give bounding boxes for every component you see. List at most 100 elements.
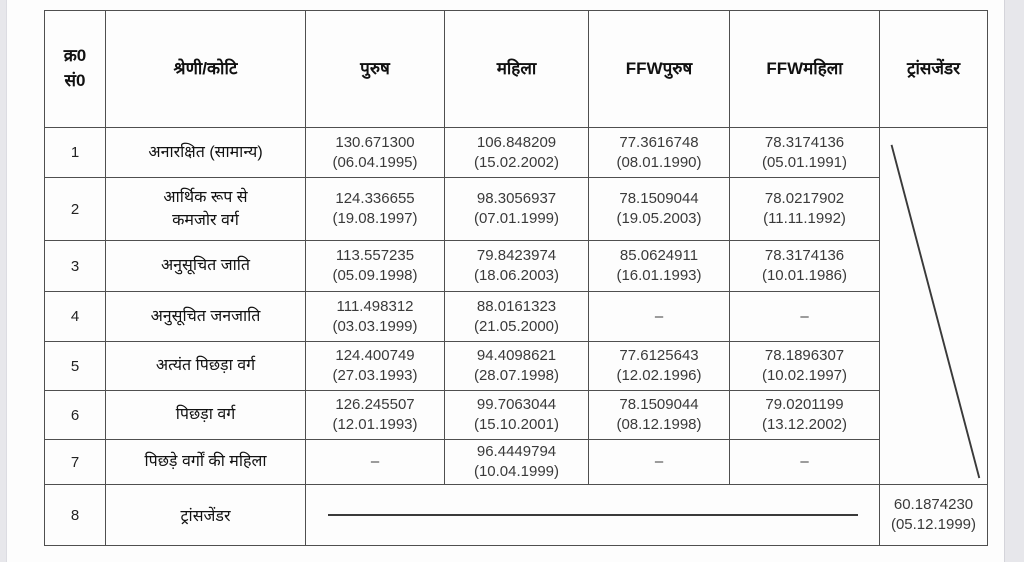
row-category: आर्थिक रूप से कमजोर वर्ग [105, 177, 306, 241]
score-cell-male: 124.336655 (19.08.1997) [305, 177, 445, 241]
score-value: 78.0217902 [764, 190, 845, 207]
score-cell-female: 106.848209 (15.02.2002) [444, 127, 589, 178]
score-value: 60.1874230 [893, 496, 974, 513]
score-value: – [800, 307, 809, 325]
score-date: (18.06.2003) [473, 267, 560, 284]
page-edge-right [1004, 0, 1024, 562]
header-row: क्र0 सं0 श्रेणी/कोटि पुरुष महिला FFWपुरु… [44, 10, 988, 128]
row-category: अनुसूचित जनजाति [105, 291, 306, 342]
score-cell-female: 96.4449794 (10.04.1999) [444, 439, 589, 485]
score-cell-male: 130.671300 (06.04.1995) [305, 127, 445, 178]
transgender-merged-cell [879, 127, 988, 485]
score-cell-ffw-male: 85.0624911 (16.01.1993) [588, 240, 730, 292]
score-value: 88.0161323 [476, 297, 557, 315]
diagonal-strike-line [890, 144, 981, 479]
score-date: (07.01.1999) [473, 210, 560, 227]
score-value: 78.3174136 [764, 247, 845, 264]
cutoff-marks-table: क्र0 सं0 श्रेणी/कोटि पुरुष महिला FFWपुरु… [44, 10, 988, 546]
category-line: पिछड़ा वर्ग [175, 406, 236, 424]
score-value: 77.3616748 [619, 133, 699, 151]
score-cell-ffw-female: 78.1896307 (10.02.1997) [729, 341, 880, 391]
score-cell-ffw-female: – [729, 439, 880, 485]
score-date: (05.01.1991) [761, 153, 848, 171]
score-date: (08.12.1998) [616, 416, 702, 433]
score-value: 78.3174136 [764, 133, 845, 151]
score-date: (11.11.1992) [763, 210, 846, 227]
score-cell-male: 124.400749 (27.03.1993) [305, 341, 445, 391]
score-date: (10.04.1999) [473, 463, 560, 480]
category-line: अनुसूचित जनजाति [150, 307, 261, 325]
score-value: 78.1509044 [619, 190, 699, 207]
score-date: (06.04.1995) [332, 153, 418, 171]
merged-strike-cell [305, 484, 880, 546]
score-date: (12.01.1993) [332, 416, 418, 433]
score-value: 113.557235 [335, 247, 415, 264]
score-value: 99.7063044 [476, 396, 557, 413]
score-cell-female: 99.7063044 (15.10.2001) [444, 390, 589, 440]
score-date: (13.12.2002) [761, 416, 848, 433]
score-value: 77.6125643 [619, 347, 699, 364]
score-cell-ffw-female: 78.0217902 (11.11.1992) [729, 177, 880, 241]
score-value: – [654, 307, 664, 325]
category-line: पिछड़े वर्गों की महिला [144, 453, 267, 471]
horizontal-strike-line [327, 514, 858, 516]
score-date: (27.03.1993) [332, 367, 418, 384]
score-value: 111.498312 [336, 297, 414, 315]
score-value: 78.1896307 [764, 347, 845, 364]
category-line: अत्यंत पिछड़ा वर्ग [155, 357, 256, 375]
row-category: पिछड़ा वर्ग [105, 390, 306, 440]
score-value: – [370, 453, 380, 470]
table-row: 5 अत्यंत पिछड़ा वर्ग 124.400749 (27.03.1… [44, 341, 988, 391]
score-value: 124.336655 [335, 190, 415, 207]
score-value: 96.4449794 [476, 443, 557, 460]
score-cell-ffw-male: – [588, 291, 730, 342]
score-cell-male: – [305, 439, 445, 485]
score-date: (15.02.2002) [473, 153, 560, 171]
score-cell-female: 94.4098621 (28.07.1998) [444, 341, 589, 391]
row-serial: 6 [44, 390, 106, 440]
score-date: (19.08.1997) [332, 210, 418, 227]
score-cell-ffw-male: 78.1509044 (08.12.1998) [588, 390, 730, 440]
row-category: अनारक्षित (सामान्य) [105, 127, 306, 178]
table-row: 7 पिछड़े वर्गों की महिला – 96.4449794 (1… [44, 439, 988, 485]
score-value: 79.8423974 [476, 247, 557, 264]
row-category: अनुसूचित जाति [105, 240, 306, 292]
header-transgender: ट्रांसजेंडर [879, 10, 988, 128]
score-cell-female: 79.8423974 (18.06.2003) [444, 240, 589, 292]
score-cell-male: 126.245507 (12.01.1993) [305, 390, 445, 440]
category-line: आर्थिक रूप से [163, 188, 248, 206]
score-value: 94.4098621 [476, 347, 557, 364]
table-row: 3 अनुसूचित जाति 113.557235 (05.09.1998) … [44, 240, 988, 292]
table-row: 1 अनारक्षित (सामान्य) 130.671300 (06.04.… [44, 127, 988, 485]
score-value: – [654, 453, 664, 470]
score-value: 126.245507 [335, 396, 415, 413]
score-date: (12.02.1996) [616, 367, 702, 384]
row-serial: 2 [44, 177, 106, 241]
row-serial: 7 [44, 439, 106, 485]
header-ffw-male: FFWपुरुष [588, 10, 730, 128]
score-value: – [800, 453, 809, 470]
score-cell-ffw-female: 79.0201199 (13.12.2002) [729, 390, 880, 440]
score-value: 78.1509044 [619, 396, 699, 413]
score-cell-ffw-male: 77.3616748 (08.01.1990) [588, 127, 730, 178]
header-ffw-female: FFWमहिला [729, 10, 880, 128]
score-date: (21.05.2000) [473, 317, 560, 335]
page-edge-left [0, 0, 7, 562]
score-date: (08.01.1990) [616, 153, 702, 171]
score-date: (16.01.1993) [616, 267, 702, 284]
row-serial: 1 [44, 127, 106, 178]
score-cell-ffw-male: 78.1509044 (19.05.2003) [588, 177, 730, 241]
row-category: ट्रांसजेंडर [105, 484, 306, 546]
score-cell-male: 113.557235 (05.09.1998) [305, 240, 445, 292]
score-date: (03.03.1999) [332, 317, 418, 335]
score-value: 79.0201199 [765, 396, 844, 413]
score-value: 130.671300 [335, 133, 415, 151]
score-cell-ffw-male: 77.6125643 (12.02.1996) [588, 341, 730, 391]
header-female: महिला [444, 10, 589, 128]
score-value: 85.0624911 [619, 247, 699, 264]
category-line: कमजोर वर्ग [172, 212, 239, 229]
header-serial-line1: क्र0 [63, 46, 87, 66]
category-line: अनारक्षित (सामान्य) [148, 143, 263, 161]
score-date: (15.10.2001) [473, 416, 560, 433]
